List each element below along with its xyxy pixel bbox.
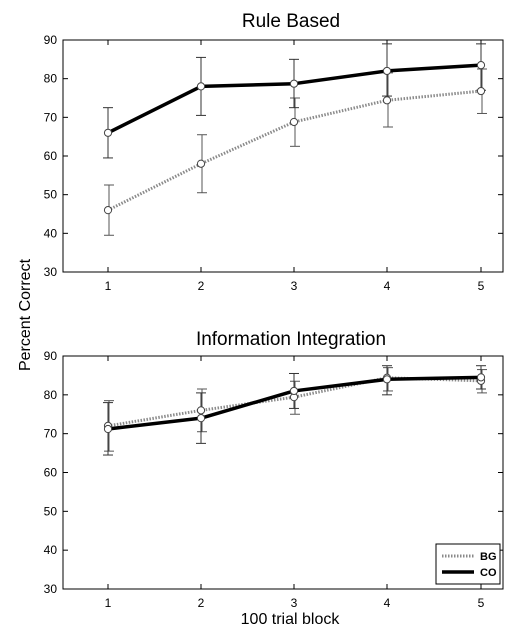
data-point-bg [289, 117, 299, 127]
data-point-bg [382, 96, 392, 105]
chart-title: Rule Based [242, 11, 340, 32]
x-tick-labels: 1 2 3 4 5 [105, 40, 485, 293]
y-tick-label: 50 [44, 504, 58, 518]
data-point-co [476, 373, 486, 382]
x-tick-labels: 1 2 3 4 5 [105, 356, 485, 610]
x-tick-label: 3 [291, 279, 298, 293]
y-tick-label: 30 [44, 582, 58, 596]
series-line-bg [107, 89, 482, 212]
data-point-bg [196, 159, 206, 168]
y-tick-label: 80 [44, 72, 58, 86]
x-tick-label: 1 [105, 279, 112, 293]
data-point-bg [196, 406, 206, 415]
legend: BG CO [435, 543, 501, 585]
y-tick-label: 90 [44, 33, 58, 47]
data-point-co [382, 66, 392, 76]
y-tick-label: 60 [44, 149, 58, 163]
y-tick-label: 40 [44, 543, 58, 557]
data-point-co [289, 79, 299, 88]
legend-label-co: CO [480, 567, 497, 579]
data-point-co [103, 128, 113, 137]
data-point-co [103, 424, 113, 434]
data-point-co [476, 61, 486, 70]
y-tick-label: 80 [44, 388, 58, 402]
data-point-bg [476, 86, 486, 96]
data-point-co [196, 414, 206, 423]
x-tick-label: 3 [291, 596, 298, 610]
x-tick-label: 4 [384, 596, 391, 610]
y-tick-label: 40 [44, 226, 58, 240]
chart-information-integration: Information Integration 1 2 3 4 5 30 40 50 60 70… [44, 329, 504, 610]
data-point-co [382, 375, 392, 384]
legend-label-bg: BG [480, 551, 497, 563]
y-tick-label: 90 [44, 349, 58, 363]
chart-rule-based: Rule Based 1 2 3 4 5 30 40 50 60 70 80 90 [44, 11, 504, 293]
x-tick-label: 1 [105, 596, 112, 610]
y-tick-label: 70 [44, 110, 58, 124]
chart-title: Information Integration [196, 329, 386, 350]
legend-box [435, 543, 501, 585]
x-tick-label: 5 [478, 279, 485, 293]
data-point-bg [103, 206, 113, 215]
x-tick-label: 2 [198, 596, 205, 610]
y-tick-labels: 30 40 50 60 70 80 90 [44, 33, 503, 279]
data-point-co [196, 82, 206, 91]
plot-frame [62, 39, 504, 273]
x-axis-label: 100 trial block [241, 611, 341, 628]
x-tick-label: 2 [198, 279, 205, 293]
error-bars [103, 43, 487, 236]
x-tick-label: 5 [478, 596, 485, 610]
y-tick-label: 30 [44, 265, 58, 279]
y-axis-label: Percent Correct [17, 258, 34, 371]
y-tick-labels: 30 40 50 60 70 80 90 [44, 349, 503, 596]
series-markers [103, 61, 486, 215]
data-point-co [289, 386, 299, 396]
y-tick-label: 60 [44, 466, 58, 480]
y-tick-label: 50 [44, 188, 58, 202]
series-markers [103, 373, 486, 434]
y-tick-label: 70 [44, 427, 58, 441]
x-tick-label: 4 [384, 279, 391, 293]
